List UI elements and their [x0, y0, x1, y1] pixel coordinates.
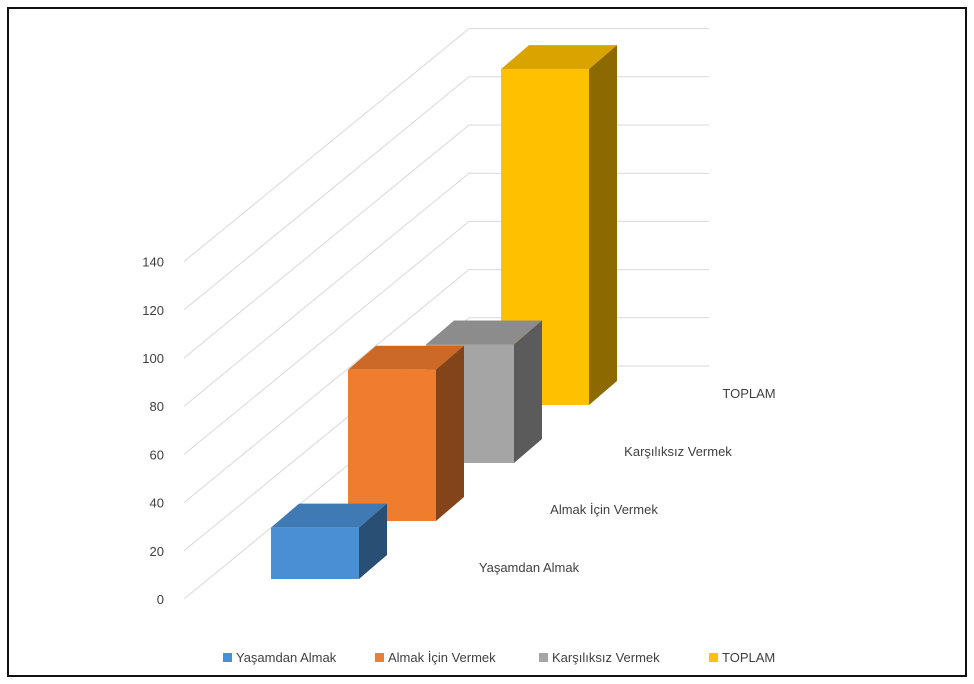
y-tick-label: 60: [150, 447, 164, 462]
bar-side: [589, 45, 617, 405]
category-label: Yaşamdan Almak: [479, 560, 580, 575]
legend-swatch: [375, 653, 384, 662]
y-tick-label: 120: [142, 303, 164, 318]
y-tick-label: 20: [150, 544, 164, 559]
bar-chart-3d: 0 20 40 60 80 100 120 140 Yaşamdan Almak Almak İ…: [142, 28, 776, 665]
bar-top: [426, 320, 542, 345]
bar-front: [271, 527, 359, 579]
legend-entry: Yaşamdan Almak: [223, 650, 337, 665]
category-label: TOPLAM: [722, 386, 775, 401]
bar-1: [271, 503, 387, 579]
category-label: Almak İçin Vermek: [550, 502, 658, 517]
chart-frame: 0 20 40 60 80 100 120 140 Yaşamdan Almak Almak İ…: [7, 7, 967, 677]
legend-entry: Almak İçin Vermek: [375, 650, 496, 665]
y-tick-label: 100: [142, 351, 164, 366]
bar-top: [501, 45, 617, 70]
gridline-side: [183, 28, 470, 262]
legend-entry: TOPLAM: [709, 650, 775, 665]
bar-top: [271, 503, 387, 528]
legend-label: Yaşamdan Almak: [236, 650, 337, 665]
gridline-side: [183, 124, 470, 359]
y-tick-label: 0: [157, 592, 164, 607]
bar-front: [348, 369, 436, 521]
legend-label: Karşılıksız Vermek: [552, 650, 660, 665]
gridline-side: [183, 76, 470, 311]
category-labels: Yaşamdan Almak Almak İçin Vermek Karşılıks…: [479, 386, 776, 575]
legend-swatch: [223, 653, 232, 662]
legend-label: TOPLAM: [722, 650, 775, 665]
legend-swatch: [539, 653, 548, 662]
bars: [271, 45, 617, 579]
legend-swatch: [709, 653, 718, 662]
gridline-side: [183, 221, 470, 455]
y-tick-label: 80: [150, 399, 164, 414]
bar-side: [514, 320, 542, 463]
y-tick-label: 40: [150, 496, 164, 511]
legend-label: Almak İçin Vermek: [388, 650, 496, 665]
bar-side: [359, 503, 387, 579]
legend: Yaşamdan Almak Almak İçin Vermek Karşılıks…: [223, 650, 775, 665]
y-axis: 0 20 40 60 80 100 120 140: [142, 255, 164, 607]
legend-entry: Karşılıksız Vermek: [539, 650, 660, 665]
bar-top: [348, 345, 464, 370]
bar-2: [348, 345, 464, 521]
category-label: Karşılıksız Vermek: [624, 444, 732, 459]
y-tick-label: 140: [142, 255, 164, 270]
gridline-side: [183, 269, 470, 503]
gridline-side: [183, 172, 470, 407]
bar-side: [436, 345, 464, 521]
